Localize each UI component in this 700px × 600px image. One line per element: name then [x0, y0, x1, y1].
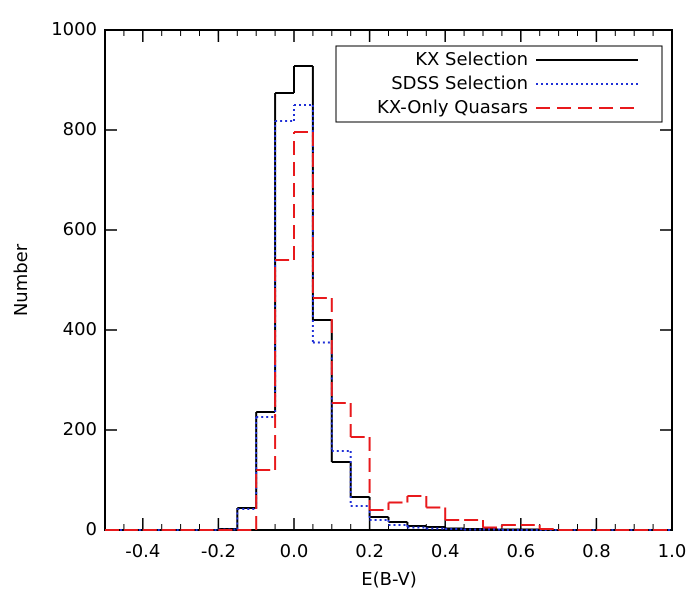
x-tick-label: 0.2: [355, 541, 384, 562]
legend-label: KX Selection: [415, 49, 528, 70]
y-tick-label: 800: [63, 119, 97, 140]
x-tick-label: 0.4: [431, 541, 460, 562]
y-tick-label: 600: [63, 219, 97, 240]
x-tick-label: 0.0: [280, 541, 309, 562]
legend-label: KX-Only Quasars: [377, 97, 528, 118]
x-tick-label: 0.6: [506, 541, 535, 562]
x-tick-label: 1.0: [658, 541, 687, 562]
legend-label: SDSS Selection: [391, 73, 528, 94]
x-tick-label: -0.4: [125, 541, 160, 562]
x-tick-label: -0.2: [201, 541, 236, 562]
x-tick-label: 0.8: [582, 541, 611, 562]
x-axis-label: E(B-V): [361, 569, 417, 590]
y-tick-label: 200: [63, 419, 97, 440]
y-tick-label: 0: [86, 519, 97, 540]
y-axis-label: Number: [11, 243, 32, 316]
y-tick-label: 400: [63, 319, 97, 340]
y-tick-label: 1000: [51, 19, 97, 40]
